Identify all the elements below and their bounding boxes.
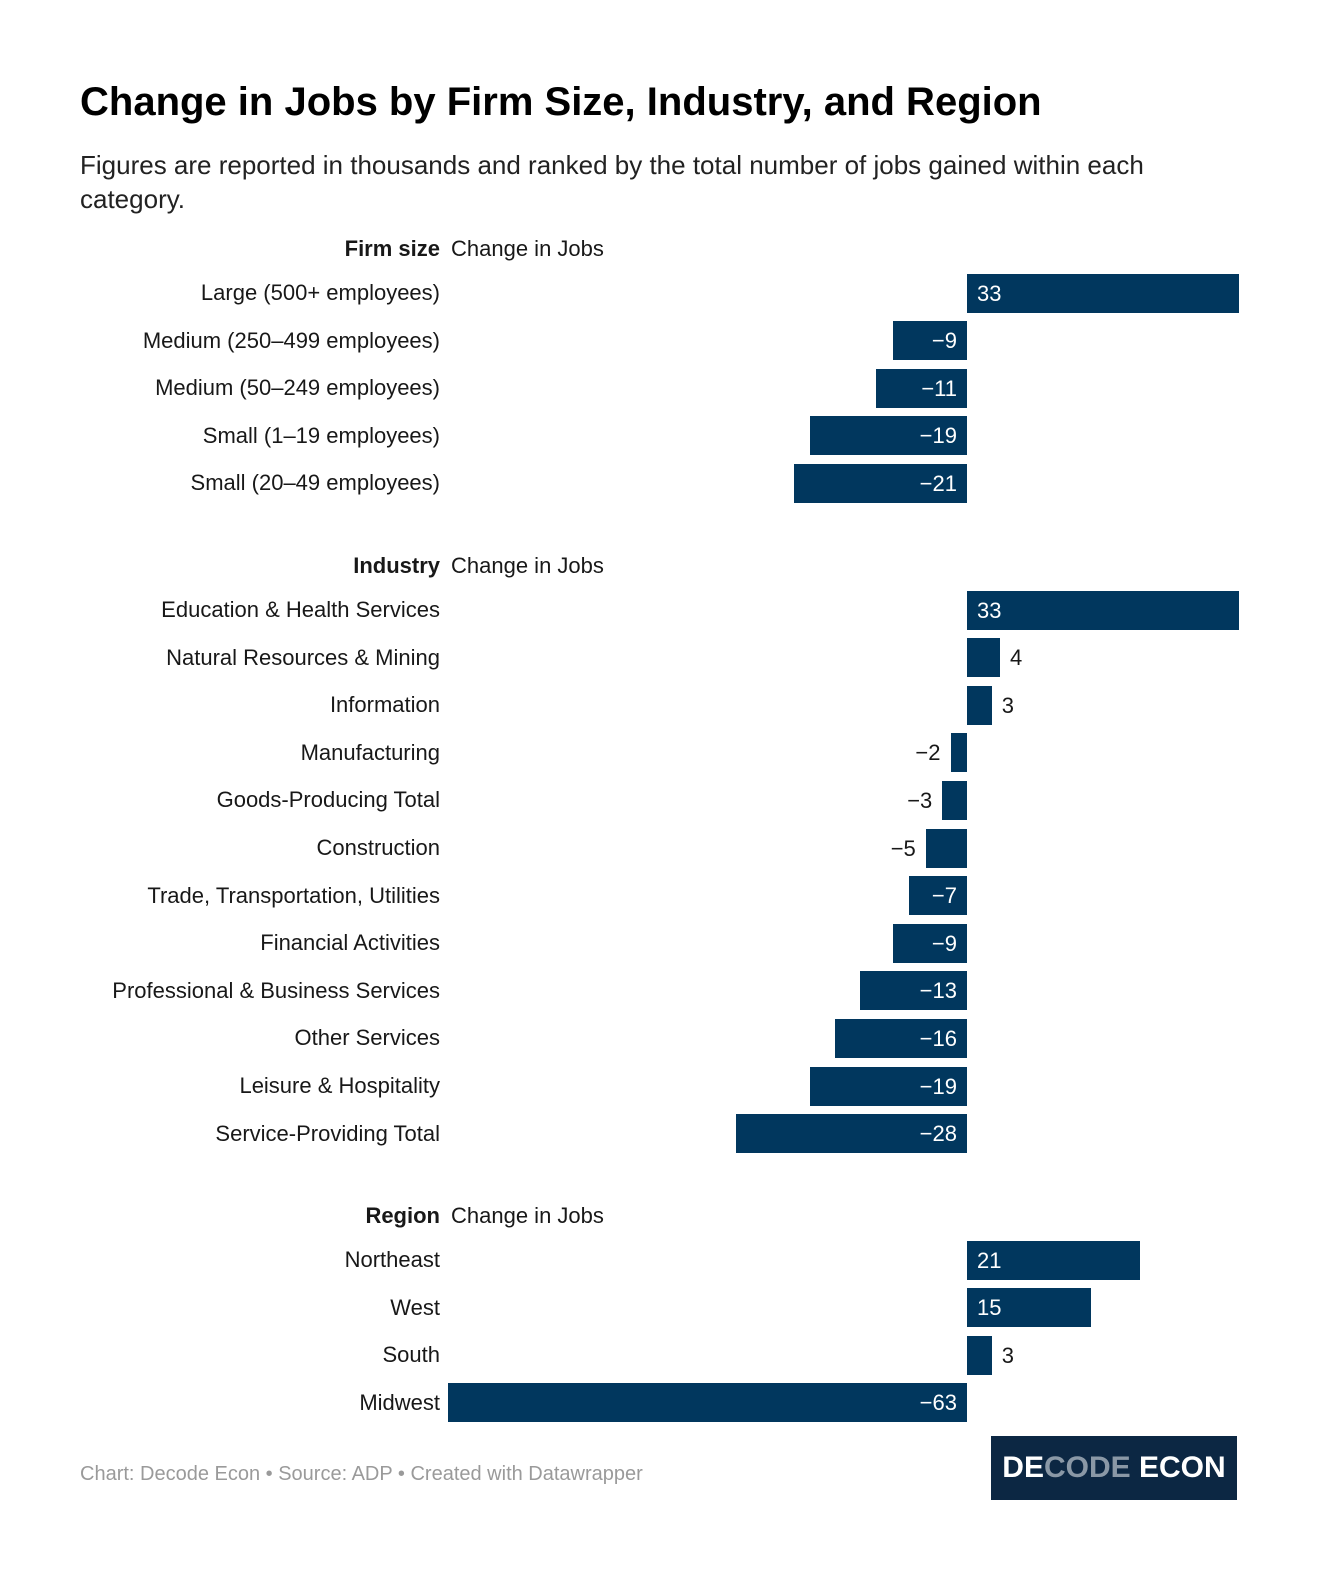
bar bbox=[859, 971, 967, 1011]
bar bbox=[967, 273, 1239, 313]
category-label: Large (500+ employees) bbox=[200, 280, 440, 305]
bar bbox=[925, 828, 967, 868]
value-label: −5 bbox=[890, 835, 916, 861]
value-label: 3 bbox=[1001, 1342, 1014, 1368]
value-label: 4 bbox=[1009, 645, 1023, 671]
value-label: −7 bbox=[931, 883, 957, 909]
value-label: −2 bbox=[915, 740, 941, 766]
category-label: Small (1–19 employees) bbox=[202, 422, 440, 448]
bar bbox=[892, 321, 967, 361]
decode-econ-logo: DE CODE ECON bbox=[991, 1436, 1237, 1500]
bar bbox=[967, 638, 1000, 678]
category-label: Goods-Producing Total bbox=[216, 787, 440, 813]
value-label: −13 bbox=[919, 978, 957, 1004]
bar bbox=[810, 1066, 967, 1106]
category-label: Trade, Transportation, Utilities bbox=[147, 882, 440, 908]
value-label: −11 bbox=[921, 375, 957, 401]
value-label: −3 bbox=[907, 787, 933, 813]
category-label: Leisure & Hospitality bbox=[239, 1073, 440, 1098]
category-label: Financial Activities bbox=[260, 930, 440, 956]
category-label: Education & Health Services bbox=[161, 597, 440, 622]
value-label: −9 bbox=[931, 328, 957, 354]
category-label: Northeast bbox=[344, 1247, 440, 1272]
column-header: Change in Jobs bbox=[451, 1203, 604, 1228]
category-label: Other Services bbox=[294, 1025, 441, 1051]
column-header: Change in Jobs bbox=[451, 236, 604, 261]
bar bbox=[967, 590, 1239, 630]
category-label: Small (20–49 employees) bbox=[190, 470, 440, 496]
value-label: 21 bbox=[977, 1247, 1002, 1273]
bar bbox=[793, 463, 967, 503]
group-header: Firm size bbox=[344, 236, 440, 261]
bar bbox=[447, 1383, 967, 1423]
category-label: Professional & Business Services bbox=[112, 977, 440, 1003]
value-label: 33 bbox=[977, 280, 1002, 306]
bar bbox=[967, 1335, 992, 1375]
value-label: 3 bbox=[1001, 692, 1014, 718]
category-label: Midwest bbox=[359, 1389, 440, 1415]
value-label: −28 bbox=[919, 1121, 957, 1147]
category-label: Service-Providing Total bbox=[215, 1120, 440, 1146]
group-header: Industry bbox=[353, 553, 440, 578]
category-label: Medium (250–499 employees) bbox=[142, 327, 440, 353]
bar bbox=[736, 1114, 967, 1154]
value-label: −19 bbox=[919, 423, 957, 449]
logo-text-2: CODE bbox=[1043, 1451, 1131, 1484]
bar bbox=[950, 733, 967, 773]
chart-title: Change in Jobs by Firm Size, Industry, a… bbox=[80, 80, 1042, 124]
bar bbox=[967, 1240, 1141, 1280]
bar bbox=[876, 368, 967, 408]
category-label: Manufacturing bbox=[300, 739, 440, 765]
bar bbox=[892, 923, 967, 963]
logo-text-3: ECON bbox=[1130, 1451, 1226, 1484]
value-label: −19 bbox=[919, 1073, 957, 1099]
value-label: 33 bbox=[977, 597, 1002, 623]
category-label: Construction bbox=[316, 835, 440, 860]
chart-subtitle: Figures are reported in thousands and ra… bbox=[80, 150, 1144, 214]
value-label: 15 bbox=[977, 1295, 1002, 1321]
bar bbox=[835, 1018, 967, 1058]
category-label: Information bbox=[329, 692, 440, 718]
category-label: Natural Resources & Mining bbox=[166, 644, 440, 670]
column-header: Change in Jobs bbox=[451, 553, 604, 578]
category-label: West bbox=[390, 1294, 440, 1320]
bar bbox=[909, 876, 967, 916]
bar bbox=[810, 416, 967, 456]
bar bbox=[942, 780, 967, 820]
bar bbox=[967, 685, 992, 725]
logo-text-1: DE bbox=[1002, 1451, 1044, 1484]
value-label: −16 bbox=[919, 1025, 957, 1051]
category-label: South bbox=[382, 1342, 441, 1368]
group-header: Region bbox=[365, 1203, 440, 1228]
value-label: −21 bbox=[919, 470, 957, 496]
value-label: −63 bbox=[919, 1390, 957, 1416]
chart-footer: Chart: Decode Econ • Source: ADP • Creat… bbox=[80, 1463, 643, 1485]
category-label: Medium (50–249 employees) bbox=[155, 375, 440, 401]
bar bbox=[967, 1288, 1091, 1328]
value-label: −9 bbox=[931, 930, 957, 956]
